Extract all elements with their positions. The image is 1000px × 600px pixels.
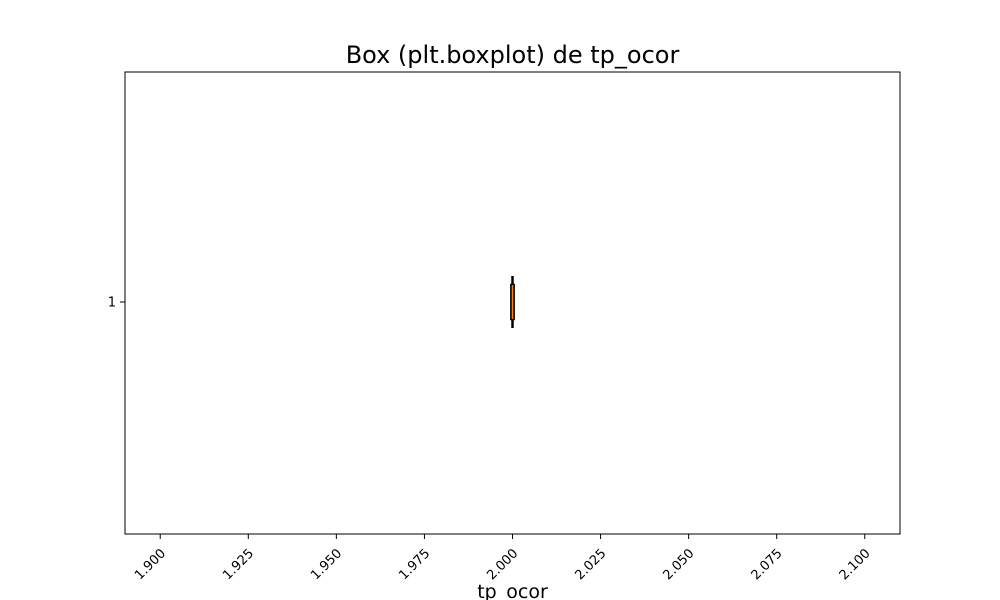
- x-tick-label: 1.950: [308, 546, 345, 583]
- x-tick-label: 2.100: [837, 546, 874, 583]
- x-tick-label: 1.900: [132, 546, 169, 583]
- x-tick-label: 1.975: [396, 546, 433, 583]
- x-tick-label: 2.025: [572, 546, 609, 583]
- x-tick-label: 1.925: [220, 546, 257, 583]
- y-tick-label: 1: [108, 296, 116, 311]
- x-tick-label: 2.050: [661, 546, 698, 583]
- chart-title: Box (plt.boxplot) de tp_ocor: [346, 41, 680, 69]
- x-tick-label: 2.000: [484, 546, 521, 583]
- x-tick-label: 2.075: [749, 546, 786, 583]
- plot-area-frame: [124, 71, 901, 535]
- x-axis-label: tp_ocor: [477, 581, 548, 600]
